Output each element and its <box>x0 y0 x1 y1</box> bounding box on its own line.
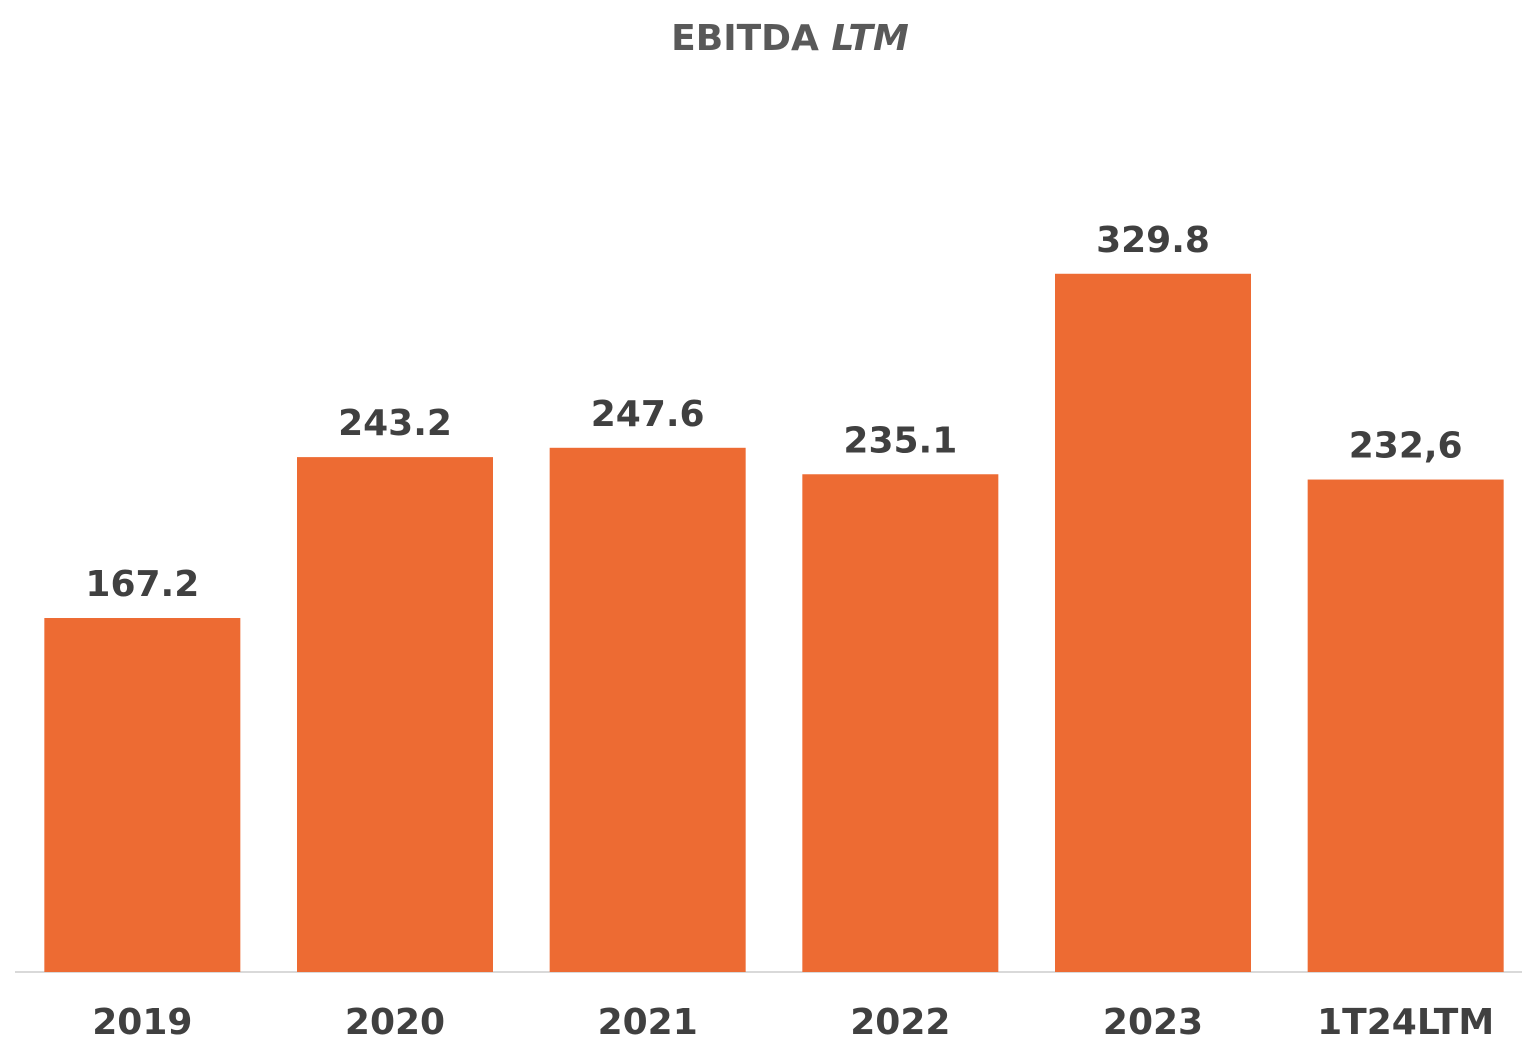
bar <box>1307 479 1504 972</box>
value-label: 247.6 <box>591 394 705 435</box>
x-tick-label: 2021 <box>598 1002 698 1043</box>
value-label: 243.2 <box>338 403 452 444</box>
x-tick-label: 2020 <box>345 1002 445 1043</box>
bar <box>802 474 999 972</box>
x-tick-label: 1T24LTM <box>1317 1002 1494 1043</box>
value-label: 235.1 <box>843 420 957 461</box>
bar <box>297 457 493 973</box>
title-suffix: LTM <box>831 18 909 59</box>
chart-title: EBITDA LTM <box>671 18 909 59</box>
title-main: EBITDA <box>671 18 819 59</box>
x-tick-label: 2023 <box>1103 1002 1203 1043</box>
x-tick-label: 2019 <box>92 1002 192 1043</box>
bar <box>549 447 746 973</box>
value-label: 167.2 <box>85 564 199 605</box>
bar <box>44 618 241 972</box>
value-label: 329.8 <box>1096 220 1210 261</box>
bar <box>1055 273 1251 972</box>
value-label: 232,6 <box>1349 426 1463 467</box>
x-tick-label: 2022 <box>850 1002 950 1043</box>
